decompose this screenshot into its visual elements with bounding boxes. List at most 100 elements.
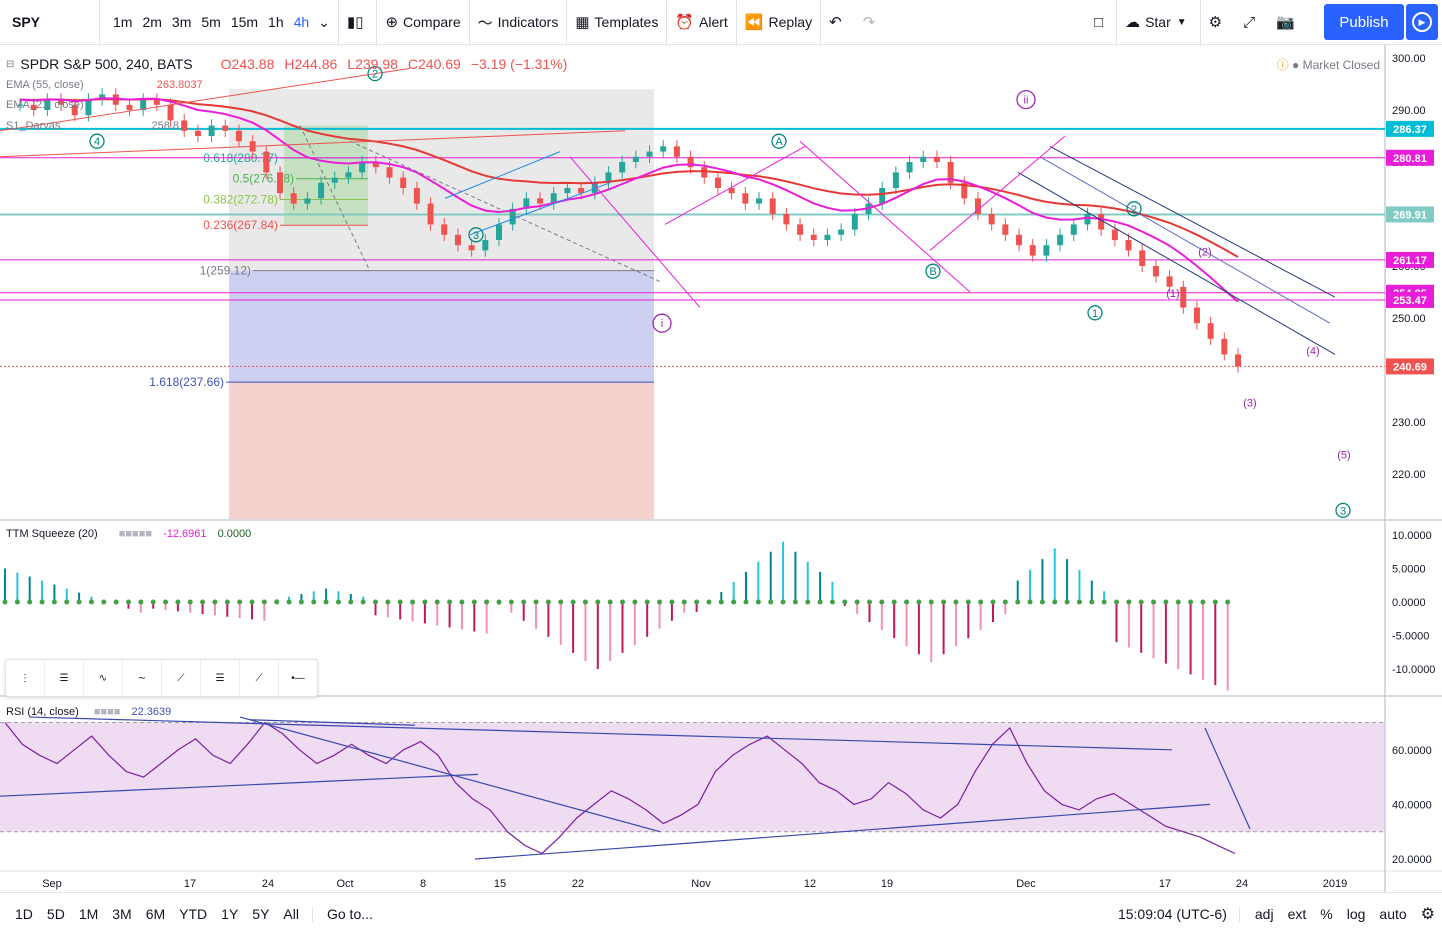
rewind-icon: ⏪: [744, 14, 764, 31]
undo-button[interactable]: ↶: [821, 0, 855, 44]
ray-tool-icon[interactable]: ⟋: [240, 660, 279, 696]
candle-body: [1111, 229, 1118, 240]
auto-toggle[interactable]: auto: [1379, 906, 1407, 922]
symbol-search[interactable]: SPY: [0, 0, 100, 44]
goto-button[interactable]: Go to...: [311, 906, 380, 922]
interval-group: 1m 2m 3m 5m 15m 1h 4h ⌄: [100, 0, 339, 44]
ttm-squeeze-dot: [274, 599, 280, 605]
chart-style-button[interactable]: ▮▯: [339, 0, 378, 44]
fullscreen-layout-button[interactable]: □: [1086, 0, 1118, 44]
fib-level-label: 1(259.12): [200, 264, 251, 278]
alert-button[interactable]: ⏰ Alert: [667, 0, 737, 44]
range-5d[interactable]: 5D: [46, 906, 65, 922]
ttm-squeeze-dot: [768, 599, 774, 605]
horizontal-ray-icon[interactable]: •—: [291, 672, 305, 684]
channel-line: [929, 135, 1066, 251]
interval-1m[interactable]: 1m: [113, 14, 133, 30]
play-button[interactable]: ▶: [1406, 4, 1438, 40]
clock[interactable]: 15:09:04 (UTC-6): [1111, 906, 1240, 922]
compare-button[interactable]: ⊕ Compare: [377, 0, 470, 44]
chart-canvas[interactable]: 0.618(280.77)0.5(276.78)0.382(272.78)0.2…: [0, 45, 1442, 892]
abc-wave-icon[interactable]: ∼: [123, 660, 162, 696]
range-3m[interactable]: 3M: [112, 906, 132, 922]
settings-button[interactable]: ⚙: [1201, 0, 1235, 44]
fib-tool-icon[interactable]: ☰: [45, 660, 84, 696]
redo-button[interactable]: ↷: [855, 0, 889, 44]
time-tick: 19: [881, 878, 893, 890]
candle-body: [495, 224, 502, 240]
time-tick: 24: [262, 878, 274, 890]
interval-3m[interactable]: 3m: [171, 14, 192, 30]
range-6m[interactable]: 6M: [145, 906, 166, 922]
snapshot-button[interactable]: 📷: [1268, 0, 1308, 44]
range-1y[interactable]: 1Y: [221, 906, 239, 922]
percent-toggle[interactable]: %: [1320, 906, 1333, 922]
ttm-value2: 0.0000: [217, 528, 252, 540]
ttm-squeeze-dot: [471, 599, 477, 605]
ttm-squeeze-dot: [904, 599, 910, 605]
ttm-squeeze-dot: [657, 599, 663, 605]
market-status-label: Market Closed: [1302, 58, 1380, 72]
ttm-controls-icon[interactable]: ■■■■■: [118, 528, 152, 540]
ttm-squeeze-dot: [1002, 599, 1008, 605]
legend-low: L239.98: [347, 56, 398, 72]
ext-toggle[interactable]: ext: [1287, 906, 1307, 922]
ttm-value1: -12.6961: [163, 528, 207, 540]
interval-dropdown-icon[interactable]: ⌄: [318, 13, 330, 30]
candle-body: [400, 177, 407, 188]
publish-button[interactable]: Publish: [1324, 4, 1404, 40]
channel-line: [799, 140, 971, 293]
wave-degree-label: (4): [1306, 345, 1319, 357]
interval-1h[interactable]: 1h: [268, 14, 284, 30]
ttm-tick: -10.0000: [1392, 664, 1435, 676]
fib-level-label: 0.5(276.78): [233, 172, 294, 186]
ttm-squeeze-dot: [731, 599, 737, 605]
range-1m[interactable]: 1M: [78, 906, 99, 922]
ttm-tick: 0.0000: [1392, 597, 1426, 609]
candle-body: [578, 188, 585, 194]
channel-line: [469, 182, 611, 236]
range-5y[interactable]: 5Y: [252, 906, 270, 922]
ttm-squeeze-dot: [261, 599, 267, 605]
log-toggle[interactable]: log: [1346, 906, 1366, 922]
range-1d[interactable]: 1D: [15, 906, 33, 922]
ttm-tick: 10.0000: [1392, 530, 1432, 542]
square-icon: □: [1094, 13, 1104, 31]
ttm-squeeze-dot: [434, 599, 440, 605]
fib-channel-icon[interactable]: ☰: [201, 660, 240, 696]
interval-2m[interactable]: 2m: [142, 14, 162, 30]
adj-toggle[interactable]: adj: [1254, 906, 1274, 922]
fib-box-red: [229, 382, 654, 519]
indicators-label: Indicators: [497, 14, 559, 30]
wave-marker: [1126, 201, 1142, 217]
elliott-wave-icon[interactable]: ∿: [84, 660, 123, 696]
wave-degree-label: (3): [1243, 397, 1256, 409]
candle-body: [1152, 266, 1159, 277]
ttm-squeeze-dot: [224, 599, 230, 605]
fullscreen-button[interactable]: ⤢: [1235, 0, 1268, 44]
ttm-squeeze-dot: [484, 599, 490, 605]
layout-menu[interactable]: ☁ Star ▼: [1117, 0, 1201, 44]
drag-handle-icon[interactable]: ⋮: [6, 660, 45, 696]
templates-button[interactable]: ▦ Templates: [567, 0, 668, 44]
indicators-button[interactable]: 〜 Indicators: [470, 0, 568, 44]
interval-15m[interactable]: 15m: [230, 14, 259, 30]
replay-button[interactable]: ⏪ Replay: [737, 0, 822, 44]
interval-5m[interactable]: 5m: [201, 14, 221, 30]
compare-label: Compare: [403, 14, 461, 30]
rsi-controls-icon[interactable]: ■■■■: [93, 706, 121, 718]
trend-line-icon[interactable]: ⟋: [162, 660, 201, 696]
wave-marker: [771, 133, 787, 149]
wave-marker: [925, 263, 941, 279]
ttm-squeeze-dot: [113, 599, 119, 605]
collapse-icon[interactable]: ⊟: [6, 58, 15, 70]
candle-body: [99, 94, 106, 100]
candle-body: [1166, 276, 1173, 287]
range-ytd[interactable]: YTD: [179, 906, 208, 922]
candle-body: [1098, 214, 1105, 230]
ttm-squeeze-dot: [1212, 599, 1218, 605]
range-all[interactable]: All: [283, 906, 299, 922]
ttm-squeeze-dot: [64, 599, 70, 605]
interval-4h[interactable]: 4h: [293, 14, 310, 30]
axis-settings-button[interactable]: ⚙: [1414, 904, 1442, 924]
